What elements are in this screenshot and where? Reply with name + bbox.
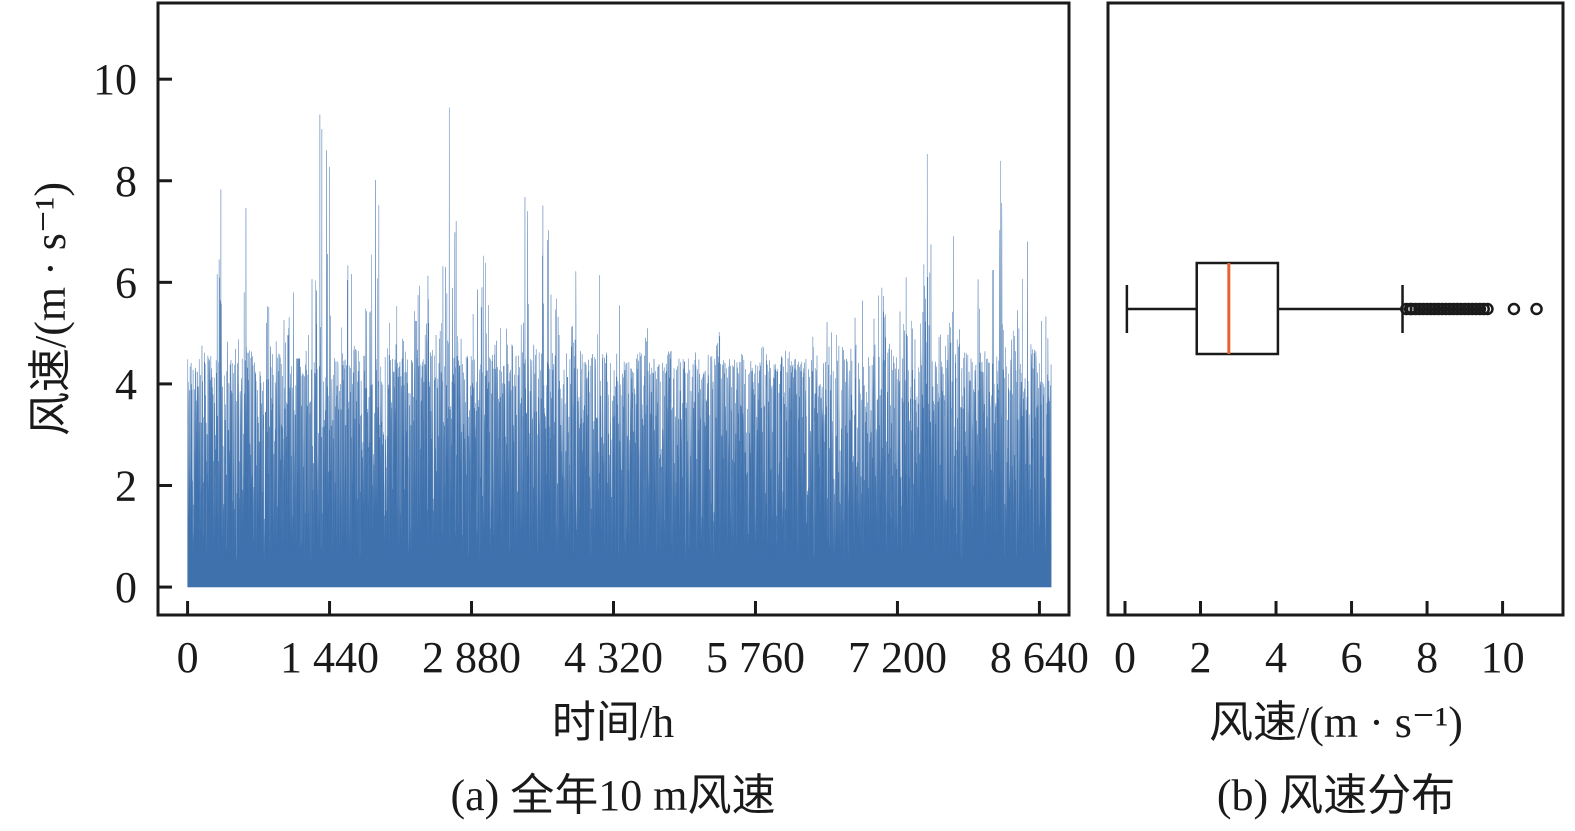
panel-b-x-axis: 0 2 4 6 8 10: [1114, 601, 1525, 682]
panel-b-x-tick-label: 2: [1190, 633, 1212, 682]
panel-b-x-tick-label: 6: [1341, 633, 1363, 682]
panel-a-x-axis-title: 时间/h: [552, 698, 674, 747]
panel-a-x-tick-label: 2 880: [422, 633, 521, 682]
panel-b-x-tick-label: 10: [1481, 633, 1525, 682]
panel-b-x-tick-label: 4: [1265, 633, 1287, 682]
wind-speed-boxplot: [1125, 261, 1543, 356]
panel-a-x-tick-label: 4 320: [564, 633, 663, 682]
panel-a-x-tick-label: 7 200: [848, 633, 947, 682]
boxplot-outlier: [1439, 302, 1453, 316]
panel-a-x-tick-label: 0: [177, 633, 199, 682]
panel-a-x-tick-label: 5 760: [706, 633, 805, 682]
panel-a-y-tick-label: 0: [115, 563, 137, 612]
boxplot-outlier: [1405, 302, 1419, 316]
boxplot-outlier: [1454, 302, 1468, 316]
boxplot-outlier: [1432, 302, 1445, 316]
boxplot-outlier: [1451, 302, 1464, 316]
boxplot-box: [1195, 261, 1280, 356]
boxplot-outlier: [1469, 302, 1483, 316]
wind-speed-area: [187, 107, 1052, 588]
boxplot-outlier: [1462, 302, 1475, 316]
panel-a-x-tick-label: 8 640: [990, 633, 1089, 682]
boxplot-outlier: [1477, 302, 1490, 316]
panel-b-wind-speed-distribution: 0 2 4 6 8 10 风速/(m · s⁻¹) (b) 风速分布: [1106, 1, 1565, 820]
panel-a-y-tick-label: 2: [115, 461, 137, 510]
panel-a-caption: (a) 全年10 m风速: [450, 771, 775, 820]
boxplot-outlier: [1458, 302, 1472, 316]
boxplot-outlier: [1466, 302, 1479, 316]
boxplot-outlier: [1424, 302, 1438, 316]
panel-b-x-axis-title: 风速/(m · s⁻¹): [1209, 698, 1463, 747]
panel-a-x-axis: 0 1 440 2 880 4 320 5 760 7 200 8 640: [177, 601, 1089, 682]
boxplot-outlier: [1420, 302, 1434, 316]
boxplot-outlier: [1481, 302, 1494, 316]
boxplot-outlier: [1409, 302, 1422, 316]
boxplot-outlier: [1473, 302, 1487, 316]
boxplot-outlier: [1435, 302, 1449, 316]
boxplot-outlier: [1428, 302, 1441, 316]
boxplot-outlier: [1530, 302, 1543, 316]
panel-b-caption: (b) 风速分布: [1217, 771, 1455, 820]
boxplot-outlier: [1443, 302, 1456, 316]
boxplot-outlier: [1413, 302, 1426, 316]
panel-b-x-tick-label: 0: [1114, 633, 1136, 682]
panel-a-y-tick-label: 6: [115, 258, 137, 307]
panel-b-plot-frame: [1106, 1, 1565, 617]
panel-a-x-tick-label: 1 440: [280, 633, 379, 682]
panel-a-y-axis-title: 风速/(m · s⁻¹): [26, 182, 75, 436]
panel-b-x-tick-label: 8: [1416, 633, 1438, 682]
panel-a-y-axis: 0 2 4 6 8 10: [93, 55, 172, 612]
boxplot-outlier: [1417, 302, 1430, 316]
boxplot-outlier: [1507, 302, 1521, 316]
panel-a-y-tick-label: 10: [93, 55, 137, 104]
boxplot-outlier: [1447, 302, 1460, 316]
wind-speed-series: [187, 107, 1052, 588]
panel-a-y-tick-label: 8: [115, 157, 137, 206]
panel-a-y-tick-label: 4: [115, 360, 137, 409]
